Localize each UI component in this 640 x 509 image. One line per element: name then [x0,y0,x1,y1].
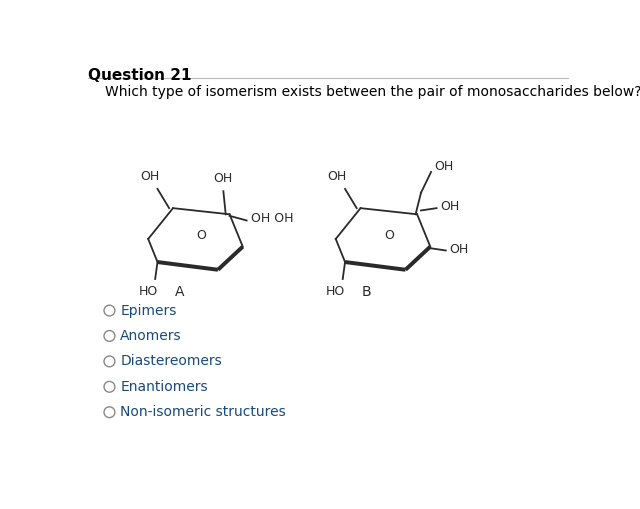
Text: OH: OH [434,160,453,173]
Text: OH: OH [140,169,159,183]
Text: B: B [362,285,372,299]
Text: Non-isomeric structures: Non-isomeric structures [120,405,286,419]
Text: Diastereomers: Diastereomers [120,354,222,369]
Text: OH: OH [214,172,233,185]
Text: OH: OH [440,200,460,213]
Text: OH: OH [450,243,469,256]
Text: OH OH: OH OH [252,212,294,225]
Text: Epimers: Epimers [120,303,177,318]
Text: O: O [196,229,207,242]
Text: O: O [384,229,394,242]
Text: Anomers: Anomers [120,329,182,343]
Text: HO: HO [326,285,346,298]
Text: OH: OH [328,169,347,183]
Text: HO: HO [139,285,158,298]
Text: Enantiomers: Enantiomers [120,380,208,394]
Text: Question 21: Question 21 [88,68,191,83]
Text: Which type of isomerism exists between the pair of monosaccharides below?: Which type of isomerism exists between t… [105,85,640,99]
Text: A: A [175,285,184,299]
